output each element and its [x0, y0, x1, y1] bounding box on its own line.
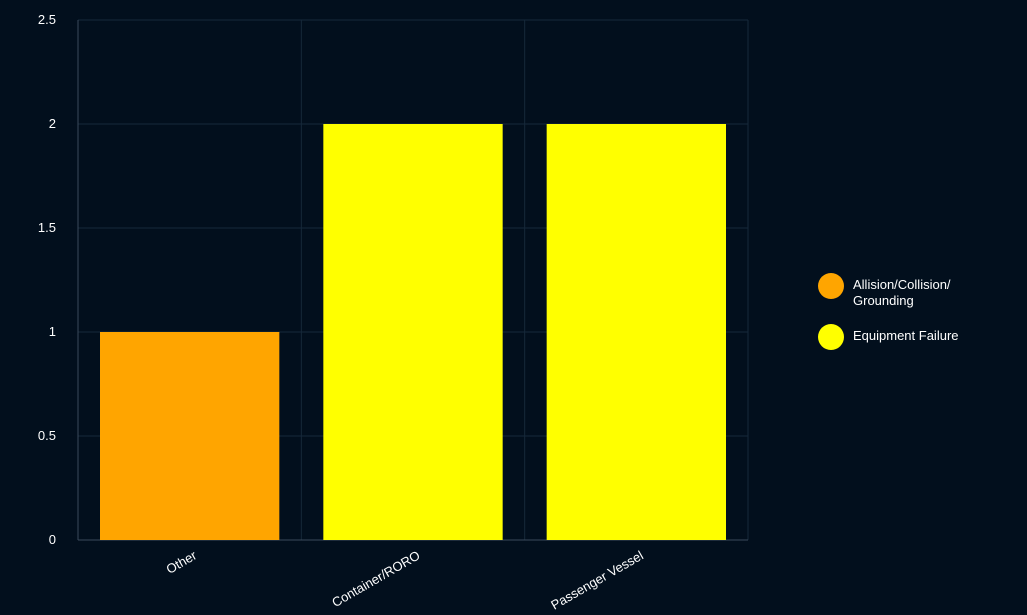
y-tick-label: 2	[49, 116, 56, 131]
bar-other	[100, 332, 280, 540]
legend-item-equipment-failure[interactable]: Equipment Failure	[818, 323, 1018, 350]
y-tick-label: 0.5	[38, 428, 56, 443]
y-tick-label: 1.5	[38, 220, 56, 235]
bar-passenger-vessel	[546, 124, 726, 540]
y-tick-label: 1	[49, 324, 56, 339]
legend-label-allision: Allision/Collision/ Grounding	[853, 277, 951, 308]
bar-container-roro	[323, 124, 503, 540]
y-tick-label: 0	[49, 532, 56, 547]
legend-item-allision[interactable]: Allision/Collision/ Grounding	[818, 272, 1018, 309]
legend-swatch-allision	[818, 273, 844, 299]
x-tick-label: Container/RORO	[329, 548, 422, 610]
chart-legend: Allision/Collision/ Grounding Equipment …	[818, 272, 1018, 364]
legend-label-equipment-failure: Equipment Failure	[853, 328, 959, 343]
x-tick-label: Other	[164, 547, 200, 577]
y-tick-label: 2.5	[38, 12, 56, 27]
x-tick-label: Passenger Vessel	[548, 548, 646, 613]
legend-swatch-equipment-failure	[818, 324, 844, 350]
